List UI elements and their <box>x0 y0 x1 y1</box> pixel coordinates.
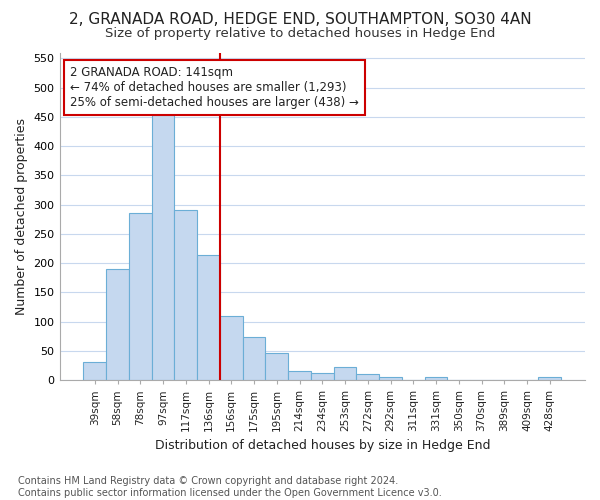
Bar <box>175 210 197 380</box>
Bar <box>265 352 288 380</box>
Bar <box>311 373 334 380</box>
Bar <box>83 362 106 380</box>
Bar <box>129 214 152 380</box>
X-axis label: Distribution of detached houses by size in Hedge End: Distribution of detached houses by size … <box>155 440 490 452</box>
Text: 2, GRANADA ROAD, HEDGE END, SOUTHAMPTON, SO30 4AN: 2, GRANADA ROAD, HEDGE END, SOUTHAMPTON,… <box>68 12 532 28</box>
Bar <box>425 377 448 380</box>
Text: 2 GRANADA ROAD: 141sqm
← 74% of detached houses are smaller (1,293)
25% of semi-: 2 GRANADA ROAD: 141sqm ← 74% of detached… <box>70 66 359 108</box>
Bar <box>197 256 220 380</box>
Bar <box>379 377 402 380</box>
Bar <box>538 377 561 380</box>
Text: Size of property relative to detached houses in Hedge End: Size of property relative to detached ho… <box>105 28 495 40</box>
Y-axis label: Number of detached properties: Number of detached properties <box>15 118 28 315</box>
Text: Contains HM Land Registry data © Crown copyright and database right 2024.
Contai: Contains HM Land Registry data © Crown c… <box>18 476 442 498</box>
Bar <box>152 111 175 380</box>
Bar <box>106 269 129 380</box>
Bar <box>356 374 379 380</box>
Bar <box>288 371 311 380</box>
Bar <box>220 316 242 380</box>
Bar <box>334 367 356 380</box>
Bar <box>242 338 265 380</box>
